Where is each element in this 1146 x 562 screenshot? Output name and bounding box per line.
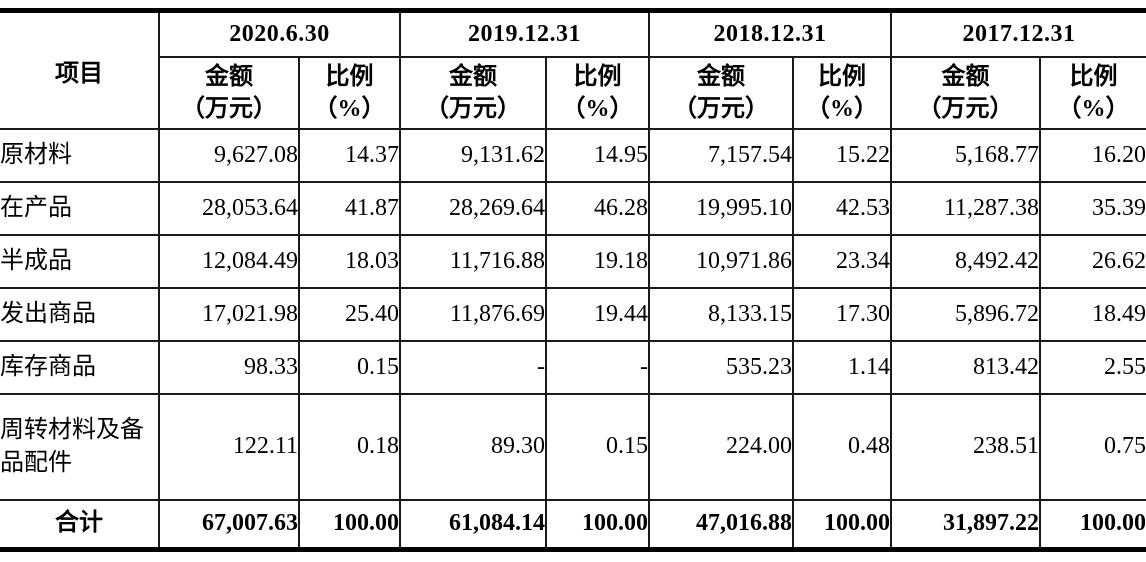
amount-subheader: 金额 （万元） — [159, 55, 300, 130]
date-header-2018-12-31: 2018.12.31 — [648, 9, 892, 58]
amount-cell: 5,168.77 — [890, 127, 1041, 183]
amount-cell: 67,007.63 — [158, 498, 300, 551]
amount-cell: 11,716.88 — [399, 233, 547, 289]
amount-cell: 238.51 — [890, 392, 1041, 501]
amount-cell: 9,131.62 — [399, 127, 547, 183]
amount-cell: 47,016.88 — [648, 498, 794, 551]
table-row: 半成品 12,084.49 18.03 11,716.88 19.18 10,9… — [0, 233, 1146, 289]
amount-cell: 28,053.64 — [158, 180, 300, 236]
table-row: 发出商品 17,021.98 25.40 11,876.69 19.44 8,1… — [0, 286, 1146, 342]
table-row: 在产品 28,053.64 41.87 28,269.64 46.28 19,9… — [0, 180, 1146, 236]
ratio-cell: 0.15 — [298, 339, 401, 395]
ratio-cell: 18.03 — [298, 233, 401, 289]
ratio-cell: 100.00 — [1039, 498, 1146, 551]
amount-cell: 98.33 — [158, 339, 300, 395]
ratio-cell: 14.37 — [298, 127, 401, 183]
table-body: 原材料 9,627.08 14.37 9,131.62 14.95 7,157.… — [0, 127, 1146, 551]
row-label: 周转材料及备品配件 — [0, 392, 160, 501]
row-label: 半成品 — [0, 233, 160, 289]
ratio-cell: 0.15 — [545, 392, 650, 501]
inventory-composition-table: 项目 2020.6.30 2019.12.31 2018.12.31 2017.… — [0, 8, 1146, 552]
amount-cell: 5,896.72 — [890, 286, 1041, 342]
ratio-cell: 17.30 — [792, 286, 892, 342]
amount-subheader: 金额 （万元） — [648, 55, 794, 130]
amount-cell: 11,876.69 — [399, 286, 547, 342]
amount-cell: 535.23 — [648, 339, 794, 395]
ratio-cell: 0.18 — [298, 392, 401, 501]
ratio-cell: 2.55 — [1039, 339, 1146, 395]
ratio-cell: 16.20 — [1039, 127, 1146, 183]
ratio-cell: 14.95 — [545, 127, 650, 183]
amount-cell: 17,021.98 — [158, 286, 300, 342]
ratio-cell: 23.34 — [792, 233, 892, 289]
amount-cell: 8,492.42 — [890, 233, 1041, 289]
date-header-2019-12-31: 2019.12.31 — [399, 9, 650, 58]
ratio-cell: 100.00 — [792, 498, 892, 551]
amount-cell: 19,995.10 — [648, 180, 794, 236]
subheader-row: 金额 （万元） 比例 （%） 金额 （万元） 比例 （%） 金额 （万元） 比例… — [0, 55, 1146, 130]
table-row: 周转材料及备品配件 122.11 0.18 89.30 0.15 224.00 … — [0, 392, 1146, 501]
table-row: 库存商品 98.33 0.15 - - 535.23 1.14 813.42 2… — [0, 339, 1146, 395]
row-label: 原材料 — [0, 127, 160, 183]
amount-cell: 31,897.22 — [890, 498, 1041, 551]
ratio-cell: 100.00 — [545, 498, 650, 551]
ratio-subheader: 比例 （%） — [792, 55, 892, 130]
amount-cell: 10,971.86 — [648, 233, 794, 289]
amount-cell: 89.30 — [399, 392, 547, 501]
item-column-header: 项目 — [0, 9, 160, 130]
amount-cell: 61,084.14 — [399, 498, 547, 551]
ratio-cell: 100.00 — [298, 498, 401, 551]
ratio-cell: 46.28 — [545, 180, 650, 236]
ratio-cell: 18.49 — [1039, 286, 1146, 342]
amount-cell: 11,287.38 — [890, 180, 1041, 236]
ratio-cell: 42.53 — [792, 180, 892, 236]
amount-cell: 813.42 — [890, 339, 1041, 395]
ratio-cell: 41.87 — [298, 180, 401, 236]
table-row: 合计 67,007.63 100.00 61,084.14 100.00 47,… — [0, 498, 1146, 551]
row-label: 在产品 — [0, 180, 160, 236]
date-header-2020-6-30: 2020.6.30 — [158, 9, 401, 58]
amount-cell: 122.11 — [158, 392, 300, 501]
ratio-subheader: 比例 （%） — [1039, 55, 1146, 130]
date-header-2017-12-31: 2017.12.31 — [890, 9, 1146, 58]
ratio-cell: 19.44 — [545, 286, 650, 342]
ratio-cell: 15.22 — [792, 127, 892, 183]
table-row: 原材料 9,627.08 14.37 9,131.62 14.95 7,157.… — [0, 127, 1146, 183]
ratio-cell: - — [545, 339, 650, 395]
amount-cell: 9,627.08 — [158, 127, 300, 183]
date-header-row: 项目 2020.6.30 2019.12.31 2018.12.31 2017.… — [0, 9, 1146, 130]
ratio-cell: 26.62 — [1039, 233, 1146, 289]
ratio-cell: 0.75 — [1039, 392, 1146, 501]
ratio-subheader: 比例 （%） — [298, 55, 401, 130]
amount-cell: 8,133.15 — [648, 286, 794, 342]
row-label: 发出商品 — [0, 286, 160, 342]
ratio-cell: 35.39 — [1039, 180, 1146, 236]
ratio-cell: 25.40 — [298, 286, 401, 342]
amount-subheader: 金额 （万元） — [399, 55, 547, 130]
ratio-cell: 0.48 — [792, 392, 892, 501]
amount-subheader: 金额 （万元） — [890, 55, 1041, 130]
row-label: 合计 — [0, 498, 160, 551]
amount-cell: 224.00 — [648, 392, 794, 501]
ratio-subheader: 比例 （%） — [545, 55, 650, 130]
amount-cell: 12,084.49 — [158, 233, 300, 289]
amount-cell: - — [399, 339, 547, 395]
amount-cell: 28,269.64 — [399, 180, 547, 236]
ratio-cell: 19.18 — [545, 233, 650, 289]
row-label: 库存商品 — [0, 339, 160, 395]
amount-cell: 7,157.54 — [648, 127, 794, 183]
ratio-cell: 1.14 — [792, 339, 892, 395]
